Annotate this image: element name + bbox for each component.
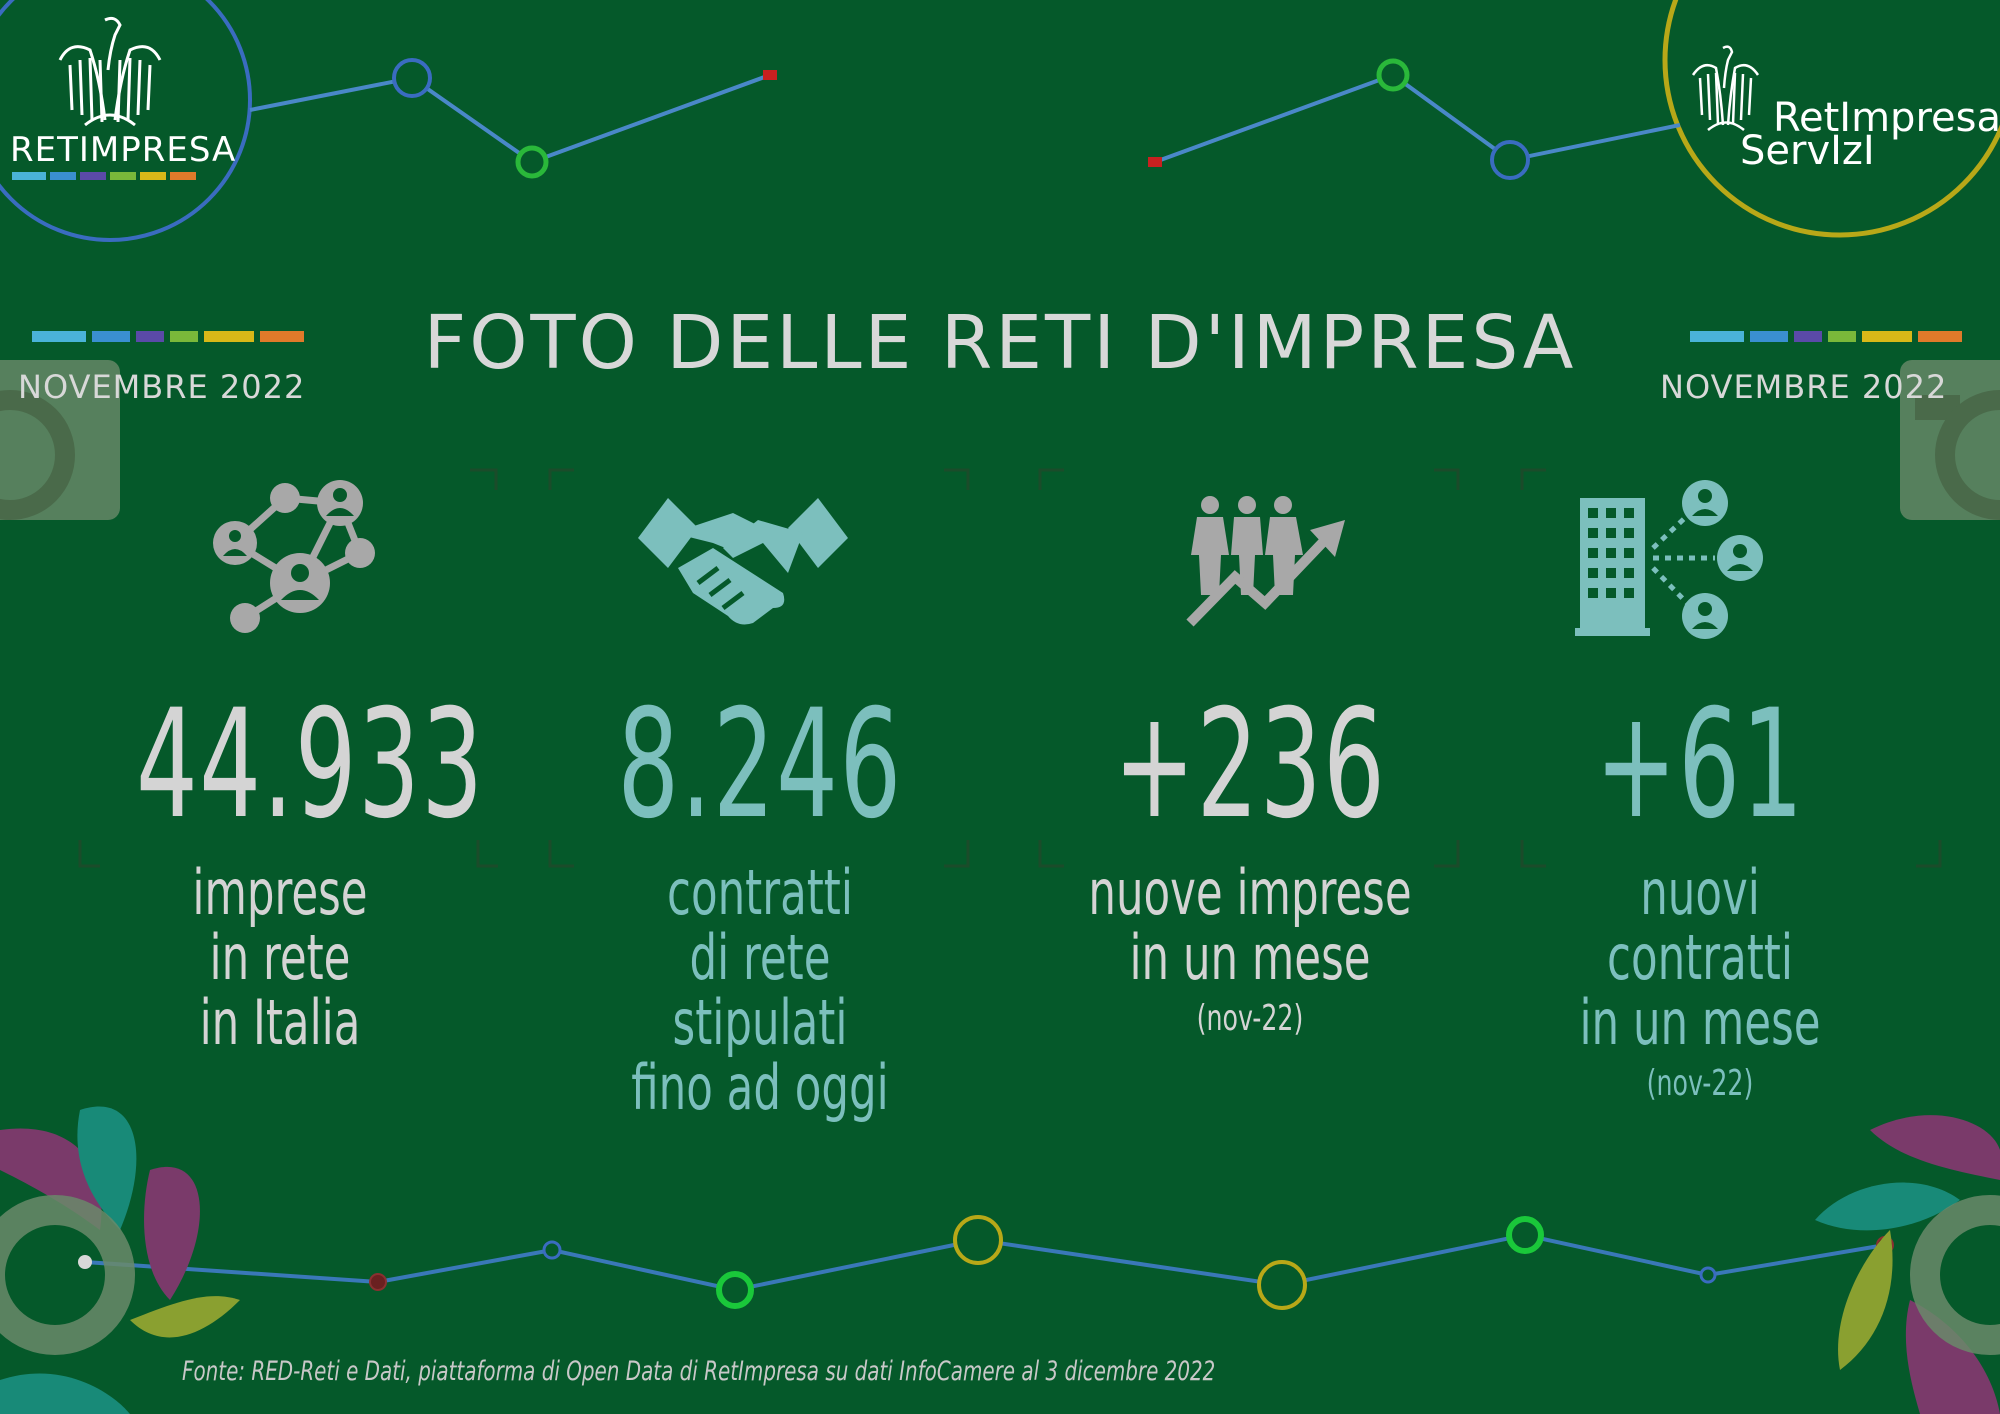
stat-note: (nov-22) (1196, 998, 1304, 1039)
left-logo-name: RETIMPRESA (10, 130, 237, 170)
stat-value: +236 (1113, 678, 1387, 852)
page-title: FOTO DELLE RETI D'IMPRESA (423, 300, 1577, 386)
stat-note: (nov-22) (1646, 1063, 1754, 1104)
stat-label-group: nuovi contratti in un mese (1544, 860, 1856, 1055)
right-logo-name-line2: ServIzI (1740, 128, 1875, 174)
stat-contratti-di-rete: 8.246 contratti di rete stipulati fino a… (550, 690, 970, 1120)
people-growth-icon (1186, 496, 1345, 627)
right-logo-name-line1: RetImpresa (1773, 95, 2000, 141)
stat-label-line: fino ad oggi (631, 1051, 889, 1124)
stat-label-group: contratti di rete stipulati fino ad oggi (596, 860, 924, 1120)
source-note: Fonte: RED-Reti e Dati, piattaforma di O… (182, 1356, 1216, 1387)
stat-label-line: contratti (667, 856, 853, 929)
left-logo-stripe (12, 172, 196, 180)
stat-imprese-in-rete: 44.933 imprese in rete in Italia (80, 678, 485, 1055)
month-right: NOVEMBRE 2022 (1660, 368, 1948, 406)
network-people-icon (213, 480, 375, 633)
stat-nuovi-contratti: +61 nuovi contratti in un mese (nov-22) (1500, 690, 1900, 1104)
right-title-stripe (1690, 331, 1962, 342)
stat-value: +61 (1595, 678, 1805, 852)
stat-label-line: in rete (209, 921, 351, 994)
stat-label-line: di rete stipulati (672, 921, 848, 1059)
eagle-icon (1691, 45, 1760, 131)
flower-right-decoration (1815, 1115, 2000, 1414)
month-left: NOVEMBRE 2022 (18, 368, 306, 406)
stat-label-group: nuove imprese in un mese (1086, 860, 1414, 990)
stat-value: 44.933 (136, 678, 485, 852)
right-logo: RetImpresa ServIzI (1678, 40, 2000, 180)
handshake-icon (638, 498, 848, 625)
stat-label-line: in Italia (199, 986, 361, 1059)
stat-label-line: in un mese (1579, 986, 1821, 1059)
stat-label-line: nuove imprese (1088, 856, 1412, 929)
stat-value: 8.246 (617, 678, 903, 852)
stat-label-group: imprese in rete in Italia (124, 860, 436, 1055)
stat-nuove-imprese: +236 nuove imprese in un mese (nov-22) (1040, 690, 1460, 1039)
left-title-stripe (32, 331, 304, 342)
flower-left-decoration (0, 1106, 240, 1414)
left-logo: RETIMPRESA (10, 10, 235, 190)
building-network-icon (1575, 480, 1763, 639)
stat-label-line: nuovi contratti (1607, 856, 1793, 994)
stat-label-line: in un mese (1129, 921, 1371, 994)
stat-label-line: imprese (192, 856, 368, 929)
eagle-icon (58, 16, 162, 127)
